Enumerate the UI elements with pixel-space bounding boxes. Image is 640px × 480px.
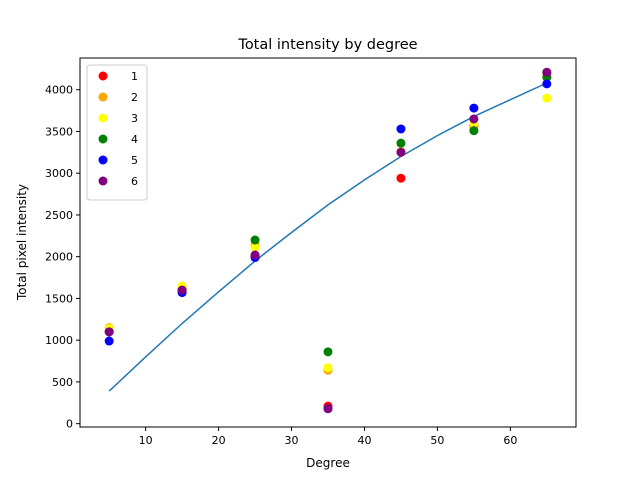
y-tick-label: 4000: [45, 84, 73, 97]
data-point-series-3: [323, 363, 333, 373]
data-point-series-6: [250, 250, 260, 260]
data-point-series-6: [396, 147, 406, 157]
legend-marker: [98, 176, 108, 186]
y-tick-label: 3500: [45, 125, 73, 138]
data-point-series-4: [250, 235, 260, 245]
data-point-series-5: [542, 79, 552, 89]
legend-marker: [98, 92, 108, 102]
x-tick-label: 40: [357, 434, 371, 447]
legend-marker: [98, 113, 108, 123]
axis-ticks: 10 20 30 40 50 60 0 500 1000 1500 2000 2500 3000 3500…: [45, 84, 517, 447]
x-tick-label: 30: [285, 434, 299, 447]
y-tick-label: 500: [52, 376, 73, 389]
x-tick-label: 50: [430, 434, 444, 447]
legend-label: 2: [131, 91, 138, 104]
data-point-series-3: [250, 243, 260, 253]
data-point-series-5: [469, 103, 479, 113]
plot-frame: [79, 57, 577, 428]
data-point-series-5: [104, 336, 114, 346]
legend-box: [86, 64, 148, 201]
legend-label: 6: [131, 175, 138, 188]
data-point-series-1: [396, 173, 406, 183]
chart-title: Total intensity by degree: [237, 37, 417, 53]
x-tick-label: 10: [139, 434, 153, 447]
y-tick-label: 2500: [45, 209, 73, 222]
y-tick-label: 0: [66, 418, 73, 431]
y-tick-label: 3000: [45, 167, 73, 180]
legend-marker: [98, 134, 108, 144]
data-point-series-5: [396, 124, 406, 134]
data-point-series-4: [323, 347, 333, 357]
data-points-layer: [104, 67, 552, 414]
data-point-series-4: [469, 126, 479, 136]
legend-label: 5: [131, 154, 138, 167]
x-tick-label: 60: [503, 434, 517, 447]
data-point-series-6: [469, 114, 479, 124]
fit-line-layer: [108, 82, 548, 392]
fit-line: [108, 82, 548, 392]
y-tick-label: 1500: [45, 292, 73, 305]
data-point-series-3: [542, 93, 552, 103]
data-point-series-6: [542, 67, 552, 77]
legend-label: 1: [131, 70, 138, 83]
x-axis-label: Degree: [306, 456, 350, 470]
legend-label: 4: [131, 133, 138, 146]
y-tick-label: 1000: [45, 334, 73, 347]
y-tick-label: 2000: [45, 251, 73, 264]
data-point-series-6: [104, 327, 114, 337]
legend-label: 3: [131, 112, 138, 125]
legend-marker: [98, 71, 108, 81]
legend-marker: [98, 155, 108, 165]
x-tick-label: 20: [212, 434, 226, 447]
data-point-series-4: [396, 138, 406, 148]
y-axis-label: Total pixel intensity: [15, 184, 29, 301]
legend: 1 2 3 4 5 6: [86, 64, 148, 201]
data-point-series-6: [323, 404, 333, 414]
data-point-series-6: [177, 285, 187, 295]
